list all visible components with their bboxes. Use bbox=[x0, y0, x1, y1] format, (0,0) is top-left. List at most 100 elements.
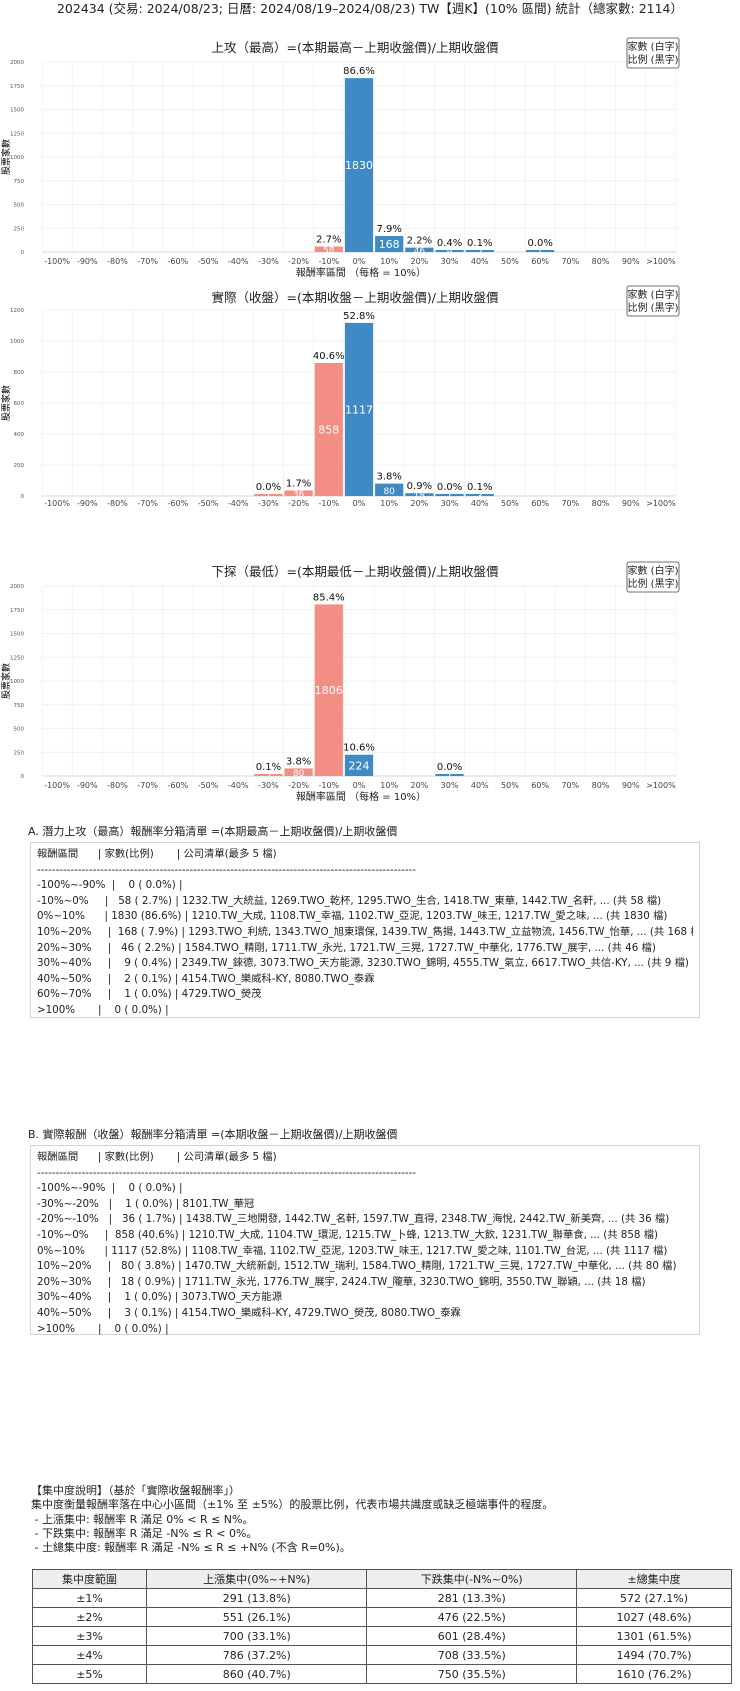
legend-box bbox=[626, 561, 680, 593]
x-tick-label: 0% bbox=[353, 257, 366, 266]
table-cell: 1027 (48.6%) bbox=[576, 1607, 732, 1627]
x-tick-label: -50% bbox=[198, 257, 219, 266]
bar-count-label: 858 bbox=[318, 424, 339, 437]
y-tick-label: 1500 bbox=[10, 108, 24, 114]
x-tick-label: -10% bbox=[318, 257, 339, 266]
x-tick-label: -90% bbox=[77, 781, 98, 790]
section-a-lines: 報酬區間 | 家數(比例) | 公司清單(最多 5 檔) ------------… bbox=[37, 847, 693, 1019]
table-row: ±3% 700 (33.1%) 601 (28.4%) 1301 (61.5%) bbox=[31, 1626, 732, 1646]
table-cell: ±5% bbox=[31, 1664, 148, 1684]
bar-percent-label: 0.0% bbox=[527, 238, 552, 249]
section-a-row: 30%~40% | 9 ( 0.4%) | 2349.TW_錸德, 3073.T… bbox=[37, 957, 689, 970]
section-b-row: -100%~-90% | 0 ( 0.0%) | bbox=[37, 1182, 183, 1195]
bar-percent-label: 85.4% bbox=[313, 592, 345, 603]
bar-count-label: 3 bbox=[477, 492, 483, 502]
x-tick-label: -70% bbox=[137, 257, 158, 266]
x-tick-label: 70% bbox=[561, 257, 579, 266]
bar-count-label: 1 bbox=[447, 492, 453, 502]
section-b-row: 0%~10% | 1117 (52.8%) | 1108.TW_幸福, 1102… bbox=[37, 1244, 668, 1257]
section-b-title: B. 實際報酬（收盤）報酬率分箱清單 =(本期收盤－上期收盤價)/上期收盤價 bbox=[28, 1128, 398, 1141]
bar bbox=[405, 493, 434, 496]
bar-percent-label: 0.1% bbox=[256, 762, 281, 773]
y-tick-label: 400 bbox=[14, 432, 25, 438]
x-tick-label: -80% bbox=[107, 257, 128, 266]
y-tick-label: 0 bbox=[21, 494, 25, 500]
section-a-separator: ----------------------------------------… bbox=[37, 863, 416, 876]
x-tick-label: 30% bbox=[441, 499, 459, 508]
bar-percent-label: 0.9% bbox=[407, 481, 432, 492]
x-tick-label: -10% bbox=[318, 499, 339, 508]
section-b-table: 報酬區間 | 家數(比例) | 公司清單(最多 5 檔) ------------… bbox=[30, 1145, 700, 1335]
section-b-row: -20%~-10% | 36 ( 1.7%) | 1438.TW_三地開發, 1… bbox=[37, 1213, 670, 1226]
table-cell: 551 (26.1%) bbox=[146, 1607, 368, 1627]
concentration-heading: 【集中度說明】（基於「實際收盤報酬率」） bbox=[31, 1484, 240, 1497]
bar-percent-label: 3.8% bbox=[376, 472, 401, 483]
x-tick-label: -80% bbox=[107, 499, 128, 508]
legend-ratio-label: 比例 (黑字) bbox=[628, 53, 679, 66]
section-b-row: -10%~0% | 858 (40.6%) | 1210.TW_大成, 1104… bbox=[37, 1228, 659, 1241]
section-a-row: -10%~0% | 58 ( 2.7%) | 1232.TW_大統益, 1269… bbox=[37, 894, 662, 907]
concentration-note: 集中度衡量報酬率落在中心小區間（±1% 至 ±5%）的股票比例，代表市場共識度或… bbox=[31, 1498, 554, 1512]
x-tick-label: 90% bbox=[622, 257, 640, 266]
legend-box bbox=[626, 37, 680, 69]
table-cell: ±4% bbox=[31, 1645, 148, 1665]
x-tick-label: 10% bbox=[380, 781, 398, 790]
table-cell: 572 (27.1%) bbox=[576, 1588, 732, 1608]
bar-count-label: 1 bbox=[447, 772, 453, 782]
bar-count-label: 18 bbox=[414, 492, 426, 502]
section-b-row: 40%~50% | 3 ( 0.1%) | 4154.TWO_樂威科-KY, 4… bbox=[37, 1306, 461, 1319]
bar-percent-label: 0.0% bbox=[437, 762, 462, 773]
x-tick-label: >100% bbox=[646, 781, 676, 790]
bar bbox=[435, 774, 464, 776]
legend-box bbox=[626, 285, 680, 317]
bar-percent-label: 2.2% bbox=[407, 236, 432, 247]
chart-title: 下探（最低）=(本期最低－上期收盤價)/上期收盤價 bbox=[212, 564, 499, 579]
y-tick-label: 1000 bbox=[10, 679, 24, 685]
x-tick-label: 60% bbox=[531, 257, 549, 266]
y-tick-label: 2000 bbox=[10, 60, 24, 66]
y-tick-label: 600 bbox=[14, 401, 25, 407]
x-tick-label: 80% bbox=[592, 499, 610, 508]
bar-percent-label: 2.7% bbox=[316, 234, 341, 245]
bar bbox=[314, 363, 343, 496]
x-tick-label: -90% bbox=[77, 257, 98, 266]
y-axis-label: 股票家數 bbox=[0, 139, 12, 175]
bar-percent-label: 3.8% bbox=[286, 756, 311, 767]
x-tick-label: 70% bbox=[561, 499, 579, 508]
y-tick-label: 500 bbox=[14, 727, 25, 733]
legend-count-label: 家數 (白字) bbox=[628, 288, 679, 301]
x-tick-label: -20% bbox=[288, 257, 309, 266]
table-row: ±1% 291 (13.8%) 281 (13.3%) 572 (27.1%) bbox=[31, 1588, 732, 1608]
x-tick-label: 20% bbox=[410, 499, 428, 508]
bar-percent-label: 1.7% bbox=[286, 478, 311, 489]
bar bbox=[344, 78, 374, 253]
table-cell: 1301 (61.5%) bbox=[576, 1626, 732, 1646]
bar bbox=[405, 247, 434, 252]
y-tick-label: 750 bbox=[14, 703, 25, 709]
bar-count-label: 1806 bbox=[315, 684, 343, 697]
x-tick-label: -30% bbox=[258, 257, 279, 266]
bar-percent-label: 10.6% bbox=[343, 743, 375, 754]
y-tick-label: 1250 bbox=[10, 131, 24, 137]
y-tick-label: 800 bbox=[14, 370, 25, 376]
bar-count-label: 80 bbox=[383, 487, 395, 497]
table-cell: 750 (35.5%) bbox=[366, 1664, 578, 1684]
y-tick-label: 250 bbox=[14, 226, 25, 232]
x-tick-label: 80% bbox=[592, 781, 610, 790]
y-tick-label: 250 bbox=[14, 750, 25, 756]
bar bbox=[435, 250, 464, 252]
x-tick-label: 50% bbox=[501, 499, 519, 508]
y-axis-label: 股票家數 bbox=[0, 385, 12, 421]
x-tick-label: >100% bbox=[646, 257, 676, 266]
table-cell: 476 (22.5%) bbox=[366, 1607, 578, 1627]
section-b-separator: ----------------------------------------… bbox=[37, 1166, 416, 1179]
x-tick-label: -10% bbox=[318, 781, 339, 790]
table-cell: 1610 (76.2%) bbox=[576, 1664, 732, 1684]
bar-count-label: 9 bbox=[447, 248, 453, 258]
concentration-table: 集中度範圍 上漲集中(0%~+N%) 下跌集中(-N%~0%) ±總集中度 ±1% 29… bbox=[31, 1569, 732, 1684]
legend: 家數 (白字)比例 (黑字) bbox=[626, 285, 680, 317]
concentration-notes: 【集中度說明】（基於「實際收盤報酬率」） 集中度衡量報酬率落在中心小區間（±1% … bbox=[31, 1484, 553, 1555]
section-b-row: 10%~20% | 80 ( 3.8%) | 1470.TW_大統新創, 151… bbox=[37, 1260, 677, 1273]
x-tick-label: 60% bbox=[531, 499, 549, 508]
